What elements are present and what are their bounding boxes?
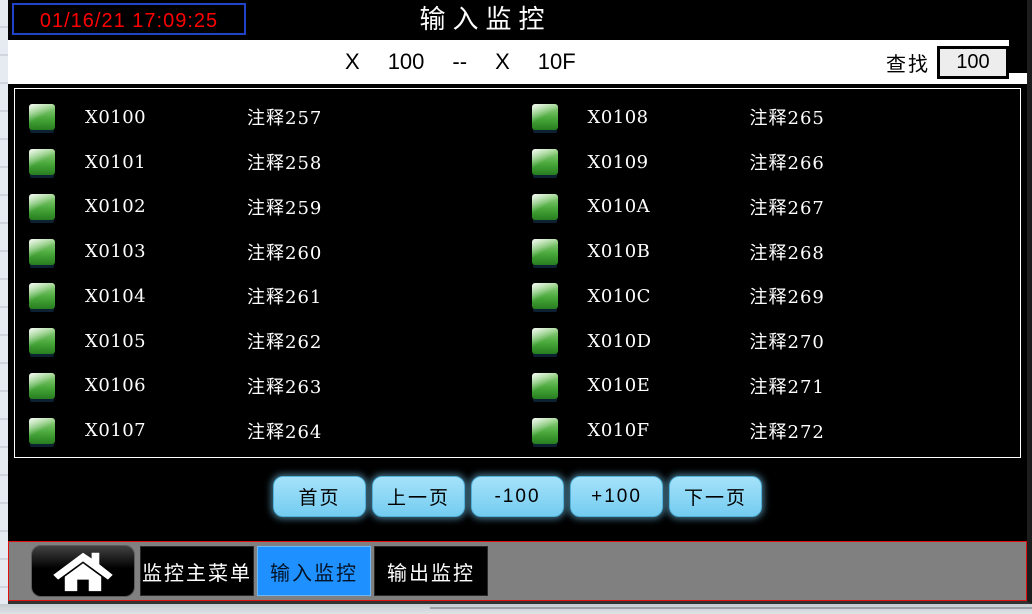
input-comment-label: 注释262: [247, 332, 323, 354]
monitor-item-row: X0107 注释264: [15, 408, 518, 453]
monitor-item-row: X0104 注释261: [15, 274, 518, 319]
input-state-led-icon: [531, 149, 558, 176]
range-separator: --: [452, 49, 468, 74]
input-state-led-icon: [29, 193, 55, 220]
nav-tab-2[interactable]: 输出监控: [374, 546, 488, 596]
input-state-led-icon: [531, 417, 558, 444]
input-state-led-icon: [531, 328, 558, 355]
input-address-label: X0107: [85, 420, 147, 442]
input-address-label: X0108: [587, 106, 649, 128]
background-window-bottom: [0, 604, 1032, 614]
input-address-label: X0103: [85, 241, 147, 263]
monitor-item-row: X0106 注释263: [15, 364, 518, 409]
monitor-content: X0100 注释257 X0101 注释258 X0102 注释259 X010…: [8, 84, 1027, 541]
nav-tab-0[interactable]: 监控主菜单: [140, 546, 254, 596]
monitor-item-row: X0108 注释265: [518, 95, 1021, 140]
input-comment-label: 注释259: [247, 197, 323, 219]
range-end-value: 10F: [537, 49, 576, 74]
input-address-label: X010F: [587, 420, 650, 442]
input-address-label: X0106: [85, 375, 147, 397]
input-state-led-icon: [531, 193, 558, 220]
input-comment-label: 注释261: [247, 287, 323, 309]
pager-button-[interactable]: 上一页: [372, 476, 465, 517]
page-title: 输入监控: [419, 5, 552, 34]
input-address-label: X0109: [587, 151, 649, 173]
search-label: 查找: [886, 53, 930, 76]
input-address-label: X0100: [85, 106, 147, 128]
range-start-value: 100: [387, 49, 425, 74]
input-address-label: X0104: [85, 285, 147, 307]
input-state-led-icon: [29, 283, 55, 310]
input-address-label: X0105: [85, 330, 147, 352]
range-bar: X 100 -- X 10F 查找 100: [8, 40, 1027, 84]
input-address-label: X0101: [85, 151, 147, 173]
input-state-led-icon: [29, 104, 55, 131]
monitor-item-row: X010D 注释270: [518, 319, 1021, 364]
range-display: X 100 -- X 10F: [345, 40, 576, 84]
pager-button-+100[interactable]: +100: [570, 476, 663, 517]
input-address-label: X0102: [85, 196, 147, 218]
input-comment-label: 注释265: [749, 108, 825, 130]
monitor-item-row: X0100 注释257: [15, 95, 518, 140]
range-prefix-end: X: [495, 49, 510, 74]
title-bar: 01/16/21 17:09:25 输入监控: [8, 0, 1027, 40]
bottom-nav-bar: 监控主菜单 输入监控 输出监控: [8, 541, 1027, 601]
input-comment-label: 注释264: [247, 421, 323, 443]
input-comment-label: 注释260: [247, 242, 323, 264]
monitor-item-row: X0105 注释262: [15, 319, 518, 364]
input-comment-label: 注释267: [749, 197, 825, 219]
pager-button-[interactable]: 首页: [273, 476, 366, 517]
input-comment-label: 注释270: [749, 332, 825, 354]
input-comment-label: 注释269: [749, 287, 825, 309]
input-state-led-icon: [29, 328, 55, 355]
monitor-item-row: X0101 注释258: [15, 140, 518, 185]
nav-tabs: 监控主菜单 输入监控 输出监控: [140, 546, 488, 596]
hmi-window: 01/16/21 17:09:25 输入监控 X 100 -- X 10F 查找…: [8, 0, 1032, 604]
input-state-led-icon: [29, 417, 55, 444]
input-comment-label: 注释272: [749, 421, 825, 443]
monitor-item-row: X0103 注释260: [15, 229, 518, 274]
input-address-label: X010C: [587, 285, 651, 307]
monitor-item-row: X010B 注释268: [518, 229, 1021, 274]
home-button[interactable]: [31, 545, 135, 597]
search-value: 100: [956, 50, 990, 73]
input-comment-label: 注释263: [247, 376, 323, 398]
input-state-led-icon: [531, 372, 558, 399]
input-state-led-icon: [531, 283, 558, 310]
monitor-item-row: X010C 注释269: [518, 274, 1021, 319]
input-address-label: X010D: [587, 330, 652, 352]
input-state-led-icon: [29, 149, 55, 176]
input-comment-label: 注释268: [749, 242, 825, 264]
pager-button--100[interactable]: -100: [471, 476, 564, 517]
range-prefix-start: X: [345, 49, 360, 74]
home-icon: [50, 548, 116, 594]
monitor-item-row: X010F 注释272: [518, 408, 1021, 453]
search-area: 查找 100: [886, 40, 1009, 84]
input-state-led-icon: [531, 104, 558, 131]
input-comment-label: 注释271: [749, 376, 825, 398]
input-comment-label: 注释266: [749, 153, 825, 175]
input-state-led-icon: [29, 372, 55, 399]
background-divider: [430, 607, 1032, 609]
search-value-input[interactable]: 100: [937, 45, 1009, 79]
corner-notch: [1009, 40, 1027, 73]
pager-button-row: 首页 上一页 -100 +100 下一页: [8, 476, 1027, 517]
monitor-frame: X0100 注释257 X0101 注释258 X0102 注释259 X010…: [14, 88, 1021, 458]
input-state-led-icon: [531, 238, 558, 265]
input-address-label: X010A: [587, 196, 651, 218]
monitor-grid: X0100 注释257 X0101 注释258 X0102 注释259 X010…: [15, 95, 1020, 453]
pager-button-[interactable]: 下一页: [669, 476, 762, 517]
input-state-led-icon: [29, 238, 55, 265]
nav-tab-1[interactable]: 输入监控: [257, 546, 371, 596]
input-comment-label: 注释257: [247, 108, 323, 130]
input-address-label: X010B: [587, 241, 651, 263]
monitor-item-row: X010E 注释271: [518, 364, 1021, 409]
input-comment-label: 注释258: [247, 153, 323, 175]
input-address-label: X010E: [587, 375, 651, 397]
monitor-item-row: X010A 注释267: [518, 185, 1021, 230]
monitor-item-row: X0109 注释266: [518, 140, 1021, 185]
monitor-item-row: X0102 注释259: [15, 185, 518, 230]
datetime-display: 01/16/21 17:09:25: [12, 3, 246, 35]
